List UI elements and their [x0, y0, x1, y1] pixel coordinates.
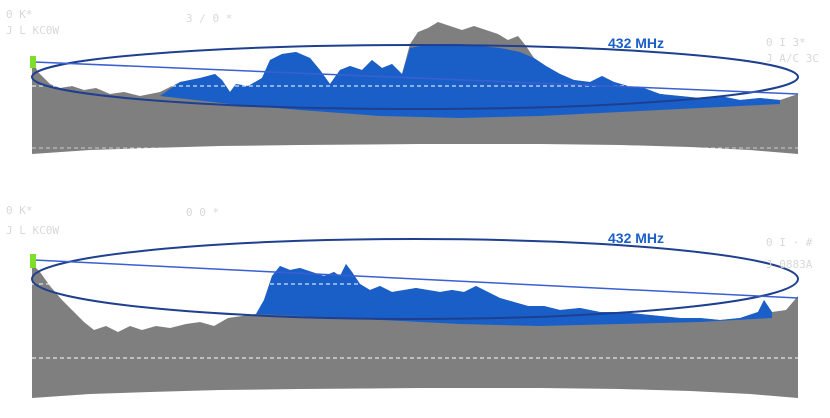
line-of-sight	[33, 259, 799, 299]
left-station-label: J L KC0W	[6, 24, 59, 37]
distance-label: 3 / 0 *	[186, 12, 232, 25]
profile-panel-bottom: 432 MHz 0 K* J L KC0W 0 I · # J 0883A 0 …	[6, 204, 813, 398]
right-station-label: 0 I · #	[766, 236, 813, 249]
left-station-label: 0 K*	[6, 8, 33, 21]
right-station-label: J A/C 3C	[766, 52, 819, 65]
fresnel-zone-ellipse	[31, 44, 799, 110]
right-station-label: J 0883A	[766, 258, 813, 271]
right-station-label: 0 I 3*	[766, 36, 806, 49]
distance-label: 0 0 *	[186, 206, 219, 219]
obstruction-area	[256, 264, 772, 326]
station-marker-left	[30, 56, 36, 68]
terrain-silhouette	[32, 264, 798, 398]
profile-panel-top: 432 MHz 0 K* J L KC0W 0 I 3* J A/C 3C 3 …	[6, 8, 819, 154]
frequency-label: 432 MHz	[608, 35, 664, 51]
line-of-sight	[33, 61, 799, 95]
station-marker-left	[30, 254, 36, 268]
fresnel-zone-ellipse	[31, 238, 799, 320]
frequency-label: 432 MHz	[608, 230, 664, 246]
left-station-label: J L KC0W	[6, 224, 59, 237]
left-station-label: 0 K*	[6, 204, 33, 217]
